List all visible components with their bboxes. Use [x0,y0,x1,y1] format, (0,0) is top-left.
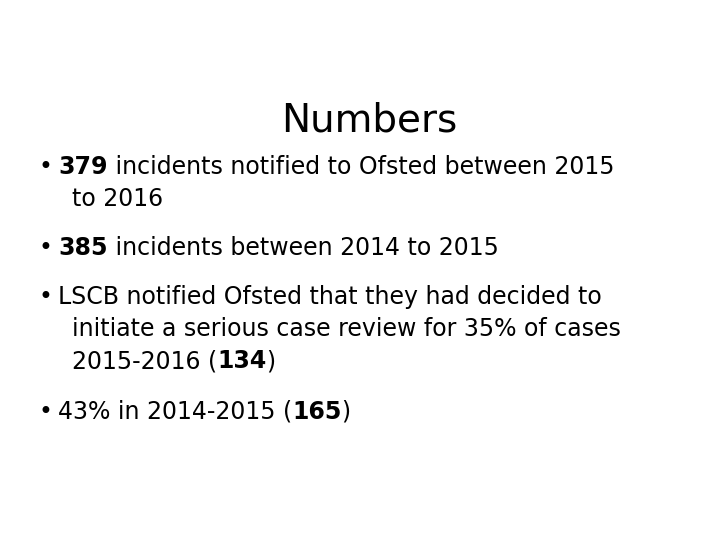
Text: ): ) [341,400,351,424]
Text: Numbers: Numbers [281,102,457,140]
Text: 2015-2016 (: 2015-2016 ( [72,349,217,373]
Text: •: • [38,285,52,309]
Text: ): ) [266,349,276,373]
Text: incidents notified to Ofsted between 2015: incidents notified to Ofsted between 201… [107,155,614,179]
Text: •: • [38,400,52,424]
Text: •: • [38,155,52,179]
Text: LSCB notified Ofsted that they had decided to: LSCB notified Ofsted that they had decid… [58,285,602,309]
Text: initiate a serious case review for 35% of cases: initiate a serious case review for 35% o… [72,317,621,341]
Text: 165: 165 [292,400,341,424]
Text: 385: 385 [58,236,107,260]
Text: 134: 134 [217,349,266,373]
Text: 43% in 2014-2015 (: 43% in 2014-2015 ( [58,400,292,424]
Text: •: • [38,236,52,260]
Text: incidents between 2014 to 2015: incidents between 2014 to 2015 [107,236,498,260]
Text: 379: 379 [58,155,107,179]
Text: to 2016: to 2016 [72,187,163,211]
